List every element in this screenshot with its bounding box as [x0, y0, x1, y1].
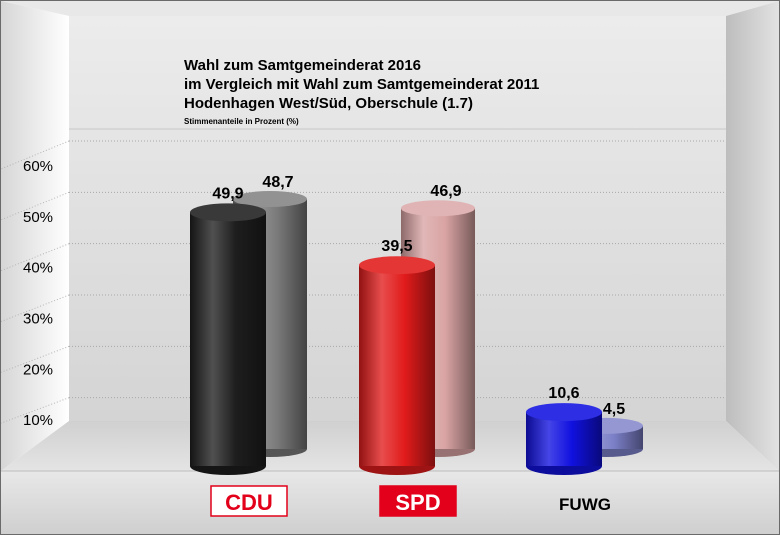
left-panel — [1, 1, 69, 471]
category-label-text: CDU — [225, 490, 273, 515]
category-label-text: FUWG — [559, 495, 611, 514]
category-label-cdu: CDU — [210, 485, 288, 517]
title-line-1: Wahl zum Samtgemeinderat 2016 — [184, 57, 421, 74]
bar-2016-spd — [359, 256, 435, 475]
gridlines — [1, 140, 726, 424]
chart-subtitle: Stimmenanteile in Prozent (%) — [184, 117, 299, 126]
value-label-2016-fuwg: 10,6 — [548, 385, 579, 402]
value-labels: 49,9 48,7 39,5 46,9 10,6 4,5 — [212, 174, 625, 418]
y-tick-labels: 10% 20% 30% 40% 50% 60% — [23, 158, 53, 429]
bar-group-cdu — [190, 191, 307, 475]
right-panel — [726, 1, 779, 471]
bar-group-spd — [359, 200, 475, 475]
value-label-2011-spd: 46,9 — [430, 183, 461, 200]
gridline-side — [1, 243, 70, 272]
value-label-2016-cdu: 49,9 — [212, 185, 243, 202]
y-tick-label: 10% — [23, 412, 53, 429]
gridline-side — [1, 140, 70, 170]
y-tick-label: 20% — [23, 361, 53, 378]
gridline-side — [1, 294, 70, 322]
gridline-side — [1, 397, 70, 424]
category-label-text: SPD — [395, 490, 440, 515]
bar-group-fuwg — [526, 403, 643, 475]
y-tick-label: 50% — [23, 209, 53, 226]
title-line-3: Hodenhagen West/Süd, Oberschule (1.7) — [184, 95, 473, 112]
top-wall — [1, 1, 779, 16]
bar-2016-fuwg — [526, 403, 602, 475]
y-tick-label: 40% — [23, 260, 53, 277]
category-label-fuwg: FUWG — [559, 495, 611, 514]
category-label-spd: SPD — [379, 485, 457, 517]
y-tick-label: 30% — [23, 311, 53, 328]
gridline-side — [1, 345, 70, 373]
value-label-2011-cdu: 48,7 — [262, 174, 293, 191]
gridline-side — [1, 191, 70, 221]
bar-groups — [190, 191, 643, 475]
value-label-2011-fuwg: 4,5 — [603, 401, 625, 418]
title-line-2: im Vergleich mit Wahl zum Samtgemeindera… — [184, 76, 539, 93]
bar-2016-cdu — [190, 203, 266, 475]
y-tick-label: 60% — [23, 158, 53, 175]
value-label-2016-spd: 39,5 — [381, 238, 412, 255]
category-labels: CDU SPD FUWG — [210, 485, 611, 517]
